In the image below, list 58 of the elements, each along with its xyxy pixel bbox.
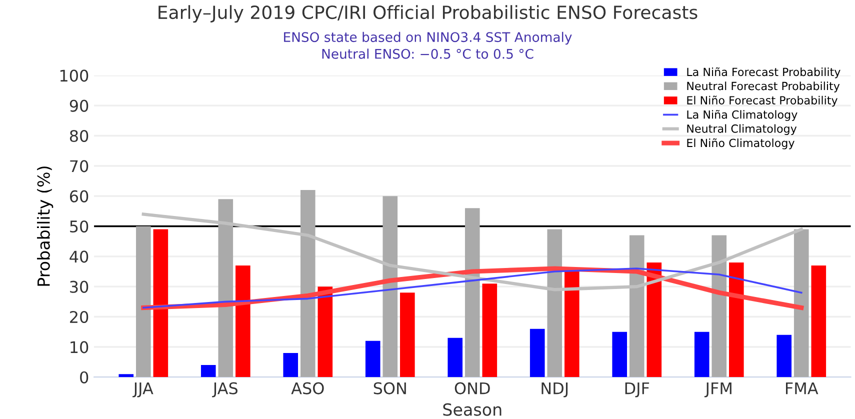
bar [318,286,333,378]
bar [382,196,398,378]
y-tick-label: 10 [70,341,88,354]
bar [482,284,498,378]
y-tick-label: 80 [70,130,88,142]
x-tick-label: JAS [212,382,238,398]
x-tick-label: SON [374,382,406,394]
bar [153,229,168,378]
bar [629,235,644,378]
bar [200,365,216,378]
x-tick-label: ASO [291,382,324,394]
bar [547,229,562,378]
bar [530,328,545,378]
bar [365,340,380,378]
x-axis-title: Season [443,403,502,416]
bar [612,332,628,378]
bar [464,208,480,378]
x-tick-label: JJA [132,382,154,398]
y-tick-label: 40 [70,250,88,263]
y-tick-label: 20 [70,310,88,324]
bar [712,235,727,378]
legend-label: La Niña Climatology [687,110,798,121]
line-series [142,212,803,292]
y-axis-title: Probability (%) [37,166,54,286]
y-tick-label: 100 [60,70,88,82]
x-tick-label: JFM [704,382,732,398]
bar [448,338,463,378]
bar [236,265,250,378]
bar [300,190,316,378]
bar [136,226,151,378]
bar [694,332,710,378]
bar [811,265,826,378]
chart-title: Early–July 2019 CPC/IRI Official Probabilistic ENSO Forecasts [158,5,698,23]
bar [118,374,134,378]
bar [794,229,809,378]
y-tick-label: 30 [70,280,88,293]
legend-label: La Niña Forecast Probability [687,67,840,78]
legend-label: El Niño Forecast Probability [687,96,838,107]
bar [283,352,298,378]
y-tick-label: 60 [70,190,88,202]
legend-label: Neutral Climatology [687,124,797,135]
legend-label: El Niño Climatology [687,138,794,150]
x-tick-label: FMA [786,382,818,394]
bar [776,334,792,378]
x-tick-label: NDJ [542,382,568,398]
x-tick-label: DJF [625,382,650,398]
legend-label: Neutral Forecast Probability [687,82,840,92]
chart-subtitle: ENSO state based on NINO3.4 SST Anomaly Neutral ENSO: −0.5 °C to 0.5 °C [284,32,572,59]
y-tick-label: 90 [70,100,88,112]
bar [218,199,234,378]
bar [564,272,580,378]
x-tick-label: OND [454,382,490,394]
y-tick-label: 50 [70,220,88,233]
bar [646,262,662,378]
y-tick-label: 70 [70,160,88,172]
bar [400,292,415,378]
y-tick-label: 0 [80,371,88,384]
bar [729,262,744,378]
